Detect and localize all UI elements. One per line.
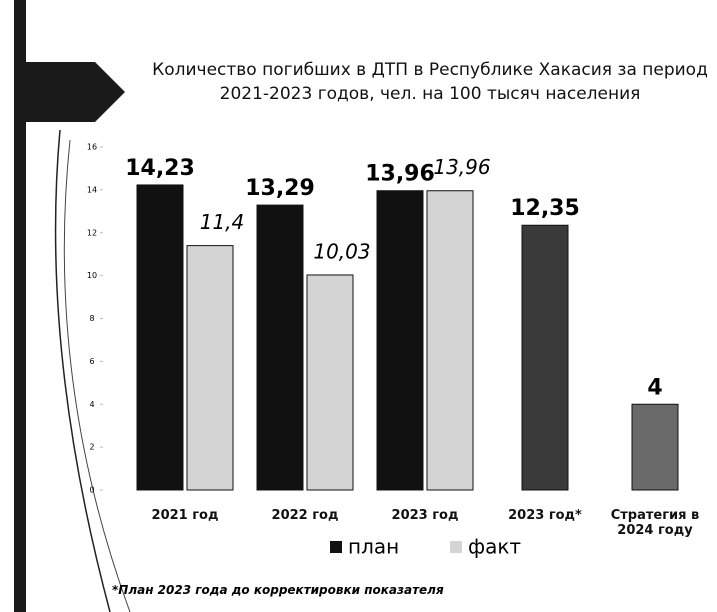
x-tick-label: 2022 год xyxy=(250,508,360,523)
bar xyxy=(427,191,473,490)
y-tick-label: 0 xyxy=(89,486,94,495)
bar xyxy=(377,191,423,490)
x-tick-label: 2023 год* xyxy=(490,508,600,523)
y-tick-label: 12 xyxy=(87,228,97,237)
bar xyxy=(137,185,183,490)
bar xyxy=(632,404,678,490)
value-label: 10,03 xyxy=(313,239,370,263)
y-tick-label: 4 xyxy=(89,400,94,409)
value-label: 13,96 xyxy=(433,155,490,179)
bar xyxy=(187,246,233,490)
arrow-shape xyxy=(14,62,125,122)
legend-label: факт xyxy=(468,535,521,559)
y-tick-label: 8 xyxy=(89,314,94,323)
footnote: *План 2023 года до корректировки показат… xyxy=(112,583,444,597)
y-tick-label: 16 xyxy=(87,143,97,152)
decor-line xyxy=(64,140,130,612)
value-label: 14,23 xyxy=(125,156,195,181)
bar xyxy=(307,275,353,490)
y-tick-label: 14 xyxy=(87,185,97,194)
value-label: 13,96 xyxy=(365,162,435,187)
legend-swatch xyxy=(450,541,462,553)
legend-swatch xyxy=(330,541,342,553)
y-tick-label: 6 xyxy=(89,357,94,366)
x-tick-label: 2023 год xyxy=(370,508,480,523)
x-tick-label: Стратегия в 2024 году xyxy=(600,508,710,538)
bar xyxy=(522,225,568,490)
y-tick-label: 10 xyxy=(87,271,97,280)
x-tick-label: 2021 год xyxy=(130,508,240,523)
y-tick-label: 2 xyxy=(89,443,94,452)
value-label: 4 xyxy=(647,375,662,400)
bar xyxy=(257,205,303,490)
value-label: 12,35 xyxy=(510,196,580,221)
page: 0 2 4 6 8 10 12 14 16 14,23 11,413,29 10,03 13,9613,… xyxy=(0,0,717,612)
decor-line xyxy=(56,130,110,612)
chart-title: Количество погибших в ДТП в Республике Х… xyxy=(150,58,710,106)
legend-label: план xyxy=(348,535,399,559)
value-label: 13,29 xyxy=(245,176,315,201)
value-label: 11,4 xyxy=(200,210,245,234)
